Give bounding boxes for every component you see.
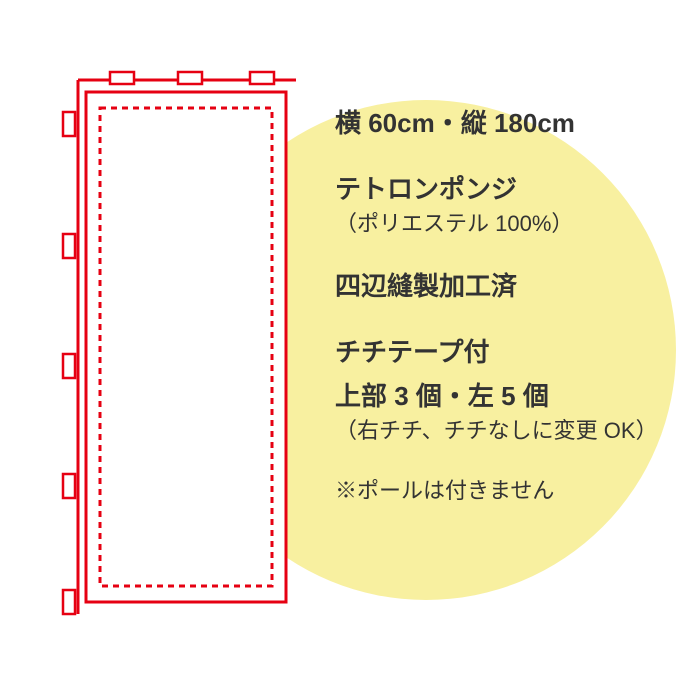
spec-text-block: 横 60cm・縦 180cm テトロンポンジ （ポリエステル 100%） 四辺縫… bbox=[335, 105, 658, 507]
flag-diagram bbox=[0, 0, 330, 660]
tape-sub-text: （右チチ、チチなしに変更 OK） bbox=[335, 415, 658, 447]
sewn-text: 四辺縫製加工済 bbox=[335, 268, 658, 306]
pole-note-text: ※ポールは付きません bbox=[335, 475, 658, 507]
dimensions-text: 横 60cm・縦 180cm bbox=[335, 105, 658, 143]
material-main-text: テトロンポンジ bbox=[335, 171, 658, 209]
tape-detail-text: 上部 3 個・左 5 個 bbox=[335, 378, 658, 416]
tape-main-text: チチテープ付 bbox=[335, 334, 658, 372]
material-sub-text: （ポリエステル 100%） bbox=[335, 208, 658, 240]
